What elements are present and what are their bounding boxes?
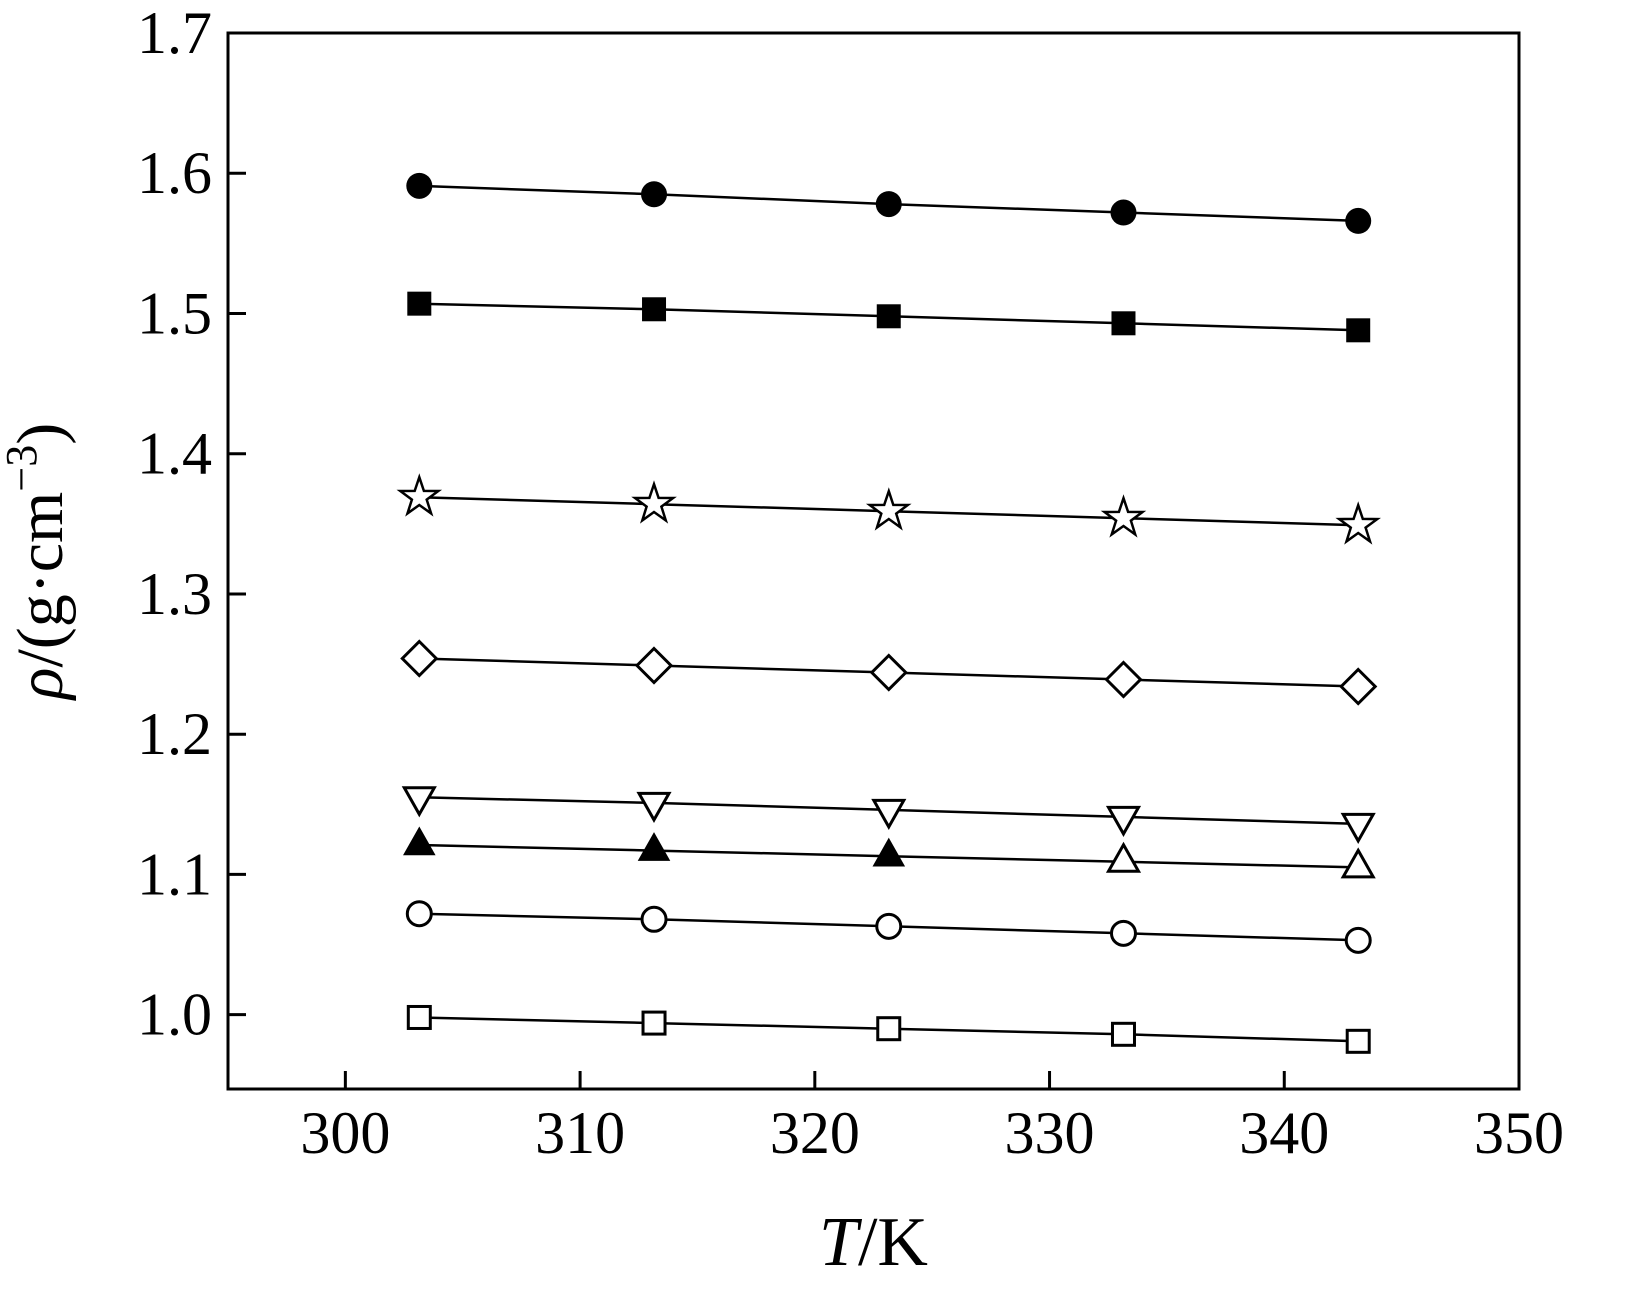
marker-triangle-up-open bbox=[1105, 841, 1142, 873]
series-triangle-up bbox=[403, 826, 1376, 879]
marker-star-open bbox=[865, 487, 912, 531]
series-open-diamond bbox=[400, 639, 1378, 706]
marker-square-filled bbox=[407, 291, 432, 316]
series-open-circle bbox=[405, 900, 1372, 954]
y-tick-label: 1.2 bbox=[137, 701, 212, 767]
y-tick-label: 1.6 bbox=[137, 140, 212, 206]
y-tick-label: 1.0 bbox=[137, 982, 212, 1048]
x-axis: 300 310 320 330 340 350 bbox=[300, 1071, 1564, 1166]
marker-triangle-up-filled bbox=[872, 837, 906, 867]
x-tick-label: 300 bbox=[300, 1100, 390, 1166]
x-tick-label: 330 bbox=[1005, 1100, 1095, 1166]
marker-circle-open bbox=[1344, 926, 1372, 954]
series-open-star bbox=[396, 473, 1381, 545]
x-tick-label: 350 bbox=[1474, 1100, 1564, 1166]
marker-diamond-open bbox=[400, 639, 439, 678]
marker-circle-filled bbox=[1110, 199, 1137, 226]
marker-triangle-down-open bbox=[1340, 812, 1376, 844]
axes-frame bbox=[226, 31, 1521, 1091]
marker-star-open bbox=[396, 473, 443, 517]
y-axis-label: ρ/(g·cm−3) bbox=[0, 423, 77, 701]
x-tick-label: 320 bbox=[770, 1100, 860, 1166]
series-open-triangle-down bbox=[401, 786, 1376, 844]
x-tick-label: 310 bbox=[535, 1100, 625, 1166]
marker-star-open bbox=[1335, 501, 1381, 545]
marker-triangle-up-filled bbox=[403, 826, 436, 856]
marker-diamond-open bbox=[869, 653, 908, 692]
marker-circle-filled bbox=[875, 191, 902, 218]
marker-triangle-down-open bbox=[1105, 805, 1142, 837]
marker-triangle-up-filled bbox=[637, 832, 671, 861]
marker-triangle-down-open bbox=[636, 791, 672, 823]
plot-area: 300 310 320 330 340 3501.01.11.21.31.41.51.61… bbox=[0, 0, 1564, 1281]
marker-triangle-down-open bbox=[401, 786, 437, 818]
x-tick-label: 340 bbox=[1239, 1100, 1329, 1166]
marker-circle-filled bbox=[641, 181, 668, 208]
marker-star-open bbox=[631, 480, 677, 524]
marker-square-open bbox=[876, 1016, 902, 1042]
marker-star-open bbox=[1100, 494, 1147, 538]
marker-diamond-open bbox=[1104, 660, 1143, 699]
marker-square-filled bbox=[1111, 311, 1136, 336]
y-tick-label: 1.7 bbox=[137, 0, 212, 66]
y-axis: 1.0 1.1 1.2 1.3 1.4 1.5 1.6 1.7 bbox=[137, 0, 246, 1048]
series-filled-square bbox=[407, 291, 1371, 343]
marker-square-filled bbox=[642, 297, 667, 322]
marker-square-open bbox=[641, 1010, 667, 1036]
series-open-square bbox=[406, 1004, 1371, 1054]
y-tick-label: 1.4 bbox=[137, 421, 212, 487]
marker-circle-open bbox=[875, 912, 903, 940]
marker-square-open bbox=[406, 1004, 432, 1030]
marker-square-open bbox=[1110, 1021, 1136, 1047]
marker-diamond-open bbox=[634, 646, 674, 685]
y-tick-label: 1.1 bbox=[137, 841, 212, 907]
marker-circle-filled bbox=[1345, 207, 1372, 234]
marker-triangle-up-open bbox=[1340, 847, 1376, 879]
marker-square-filled bbox=[1346, 318, 1371, 343]
marker-square-filled bbox=[876, 304, 901, 329]
marker-circle-open bbox=[405, 900, 433, 928]
series-filled-circle bbox=[406, 172, 1372, 234]
marker-circle-open bbox=[640, 905, 668, 933]
marker-diamond-open bbox=[1339, 667, 1378, 706]
x-axis-label: T/K bbox=[819, 1204, 928, 1281]
marker-square-open bbox=[1345, 1028, 1371, 1054]
marker-triangle-down-open bbox=[871, 798, 907, 830]
marker-circle-open bbox=[1109, 919, 1137, 947]
marker-circle-filled bbox=[406, 172, 433, 199]
y-tick-label: 1.3 bbox=[137, 561, 212, 627]
y-tick-label: 1.5 bbox=[137, 280, 212, 346]
